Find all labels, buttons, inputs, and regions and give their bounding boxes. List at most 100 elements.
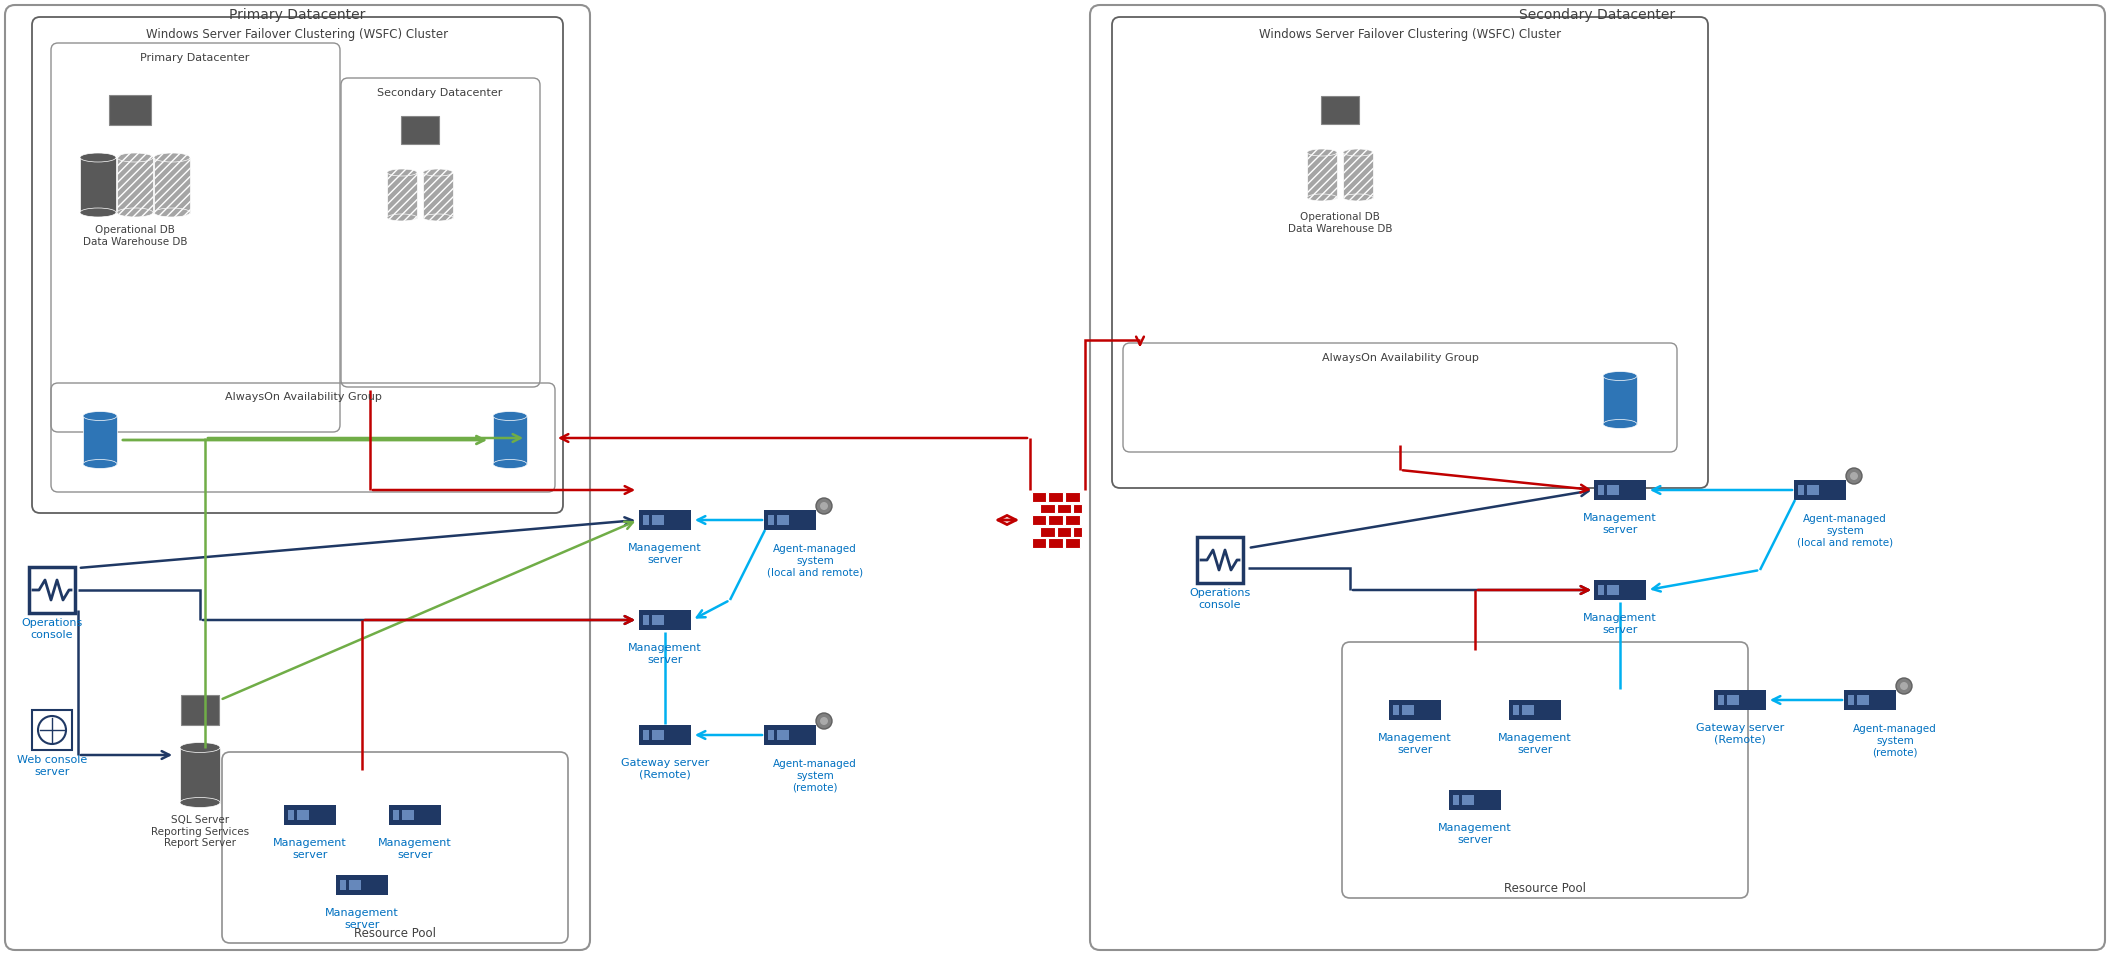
Text: Agent-managed
system
(local and remote): Agent-managed system (local and remote) (767, 544, 863, 578)
Bar (1727, 695, 1740, 705)
Bar (116, 157, 152, 213)
Bar (336, 875, 389, 895)
Text: Gateway server
(Remote): Gateway server (Remote) (622, 758, 708, 780)
Bar (1040, 504, 1055, 513)
Text: Resource Pool: Resource Pool (1503, 882, 1586, 895)
Bar (763, 510, 816, 530)
Bar (1463, 795, 1473, 805)
Ellipse shape (116, 153, 152, 162)
Bar (651, 730, 664, 740)
Bar (1032, 538, 1046, 548)
Ellipse shape (82, 460, 116, 468)
Bar (1719, 695, 1725, 705)
Text: Operational DB
Data Warehouse DB: Operational DB Data Warehouse DB (1287, 212, 1393, 234)
Bar (1848, 695, 1854, 705)
Bar (1843, 690, 1896, 710)
Ellipse shape (387, 214, 416, 221)
Bar (778, 730, 789, 740)
Text: Management
server: Management server (1378, 733, 1452, 755)
Bar (651, 515, 664, 525)
Bar (1799, 485, 1803, 495)
Bar (763, 725, 816, 745)
Bar (1049, 492, 1063, 502)
Ellipse shape (180, 797, 220, 808)
Ellipse shape (423, 214, 452, 221)
Bar (1065, 538, 1080, 548)
Bar (296, 810, 309, 820)
Text: Primary Datacenter: Primary Datacenter (140, 53, 249, 63)
Ellipse shape (493, 460, 526, 468)
Bar (638, 725, 691, 745)
Bar (1452, 795, 1459, 805)
Bar (180, 747, 220, 803)
Ellipse shape (1306, 194, 1336, 201)
Bar (767, 730, 774, 740)
Text: Operational DB
Data Warehouse DB: Operational DB Data Warehouse DB (82, 225, 188, 246)
Bar (1714, 690, 1765, 710)
Ellipse shape (423, 169, 452, 176)
Bar (643, 515, 649, 525)
Bar (402, 810, 414, 820)
Circle shape (1846, 468, 1862, 484)
Ellipse shape (1306, 149, 1336, 156)
Circle shape (1900, 682, 1909, 690)
Bar (80, 157, 116, 213)
Bar (778, 515, 789, 525)
Bar (1856, 695, 1869, 705)
Text: Operations
console: Operations console (1190, 588, 1251, 609)
Bar (1197, 537, 1243, 583)
Bar (1032, 492, 1046, 502)
Bar (1448, 790, 1501, 810)
Bar (1049, 538, 1063, 548)
Ellipse shape (116, 208, 152, 217)
Ellipse shape (154, 153, 190, 162)
Bar (1306, 152, 1336, 197)
Bar (32, 710, 72, 750)
Bar (1321, 96, 1359, 124)
Bar (1389, 700, 1442, 720)
Bar (651, 615, 664, 625)
Bar (340, 880, 347, 890)
Text: Secondary Datacenter: Secondary Datacenter (1520, 8, 1674, 22)
Text: Management
server: Management server (1583, 613, 1657, 634)
Bar (82, 416, 116, 464)
Text: Management
server: Management server (1583, 513, 1657, 535)
Ellipse shape (387, 169, 416, 176)
Bar (182, 695, 220, 725)
Bar (1342, 152, 1372, 197)
Bar (1074, 504, 1082, 513)
Bar (1393, 705, 1399, 715)
Bar (493, 416, 526, 464)
Text: Management
server: Management server (273, 838, 347, 859)
Bar (643, 730, 649, 740)
Bar (1065, 492, 1080, 502)
Bar (387, 172, 416, 217)
Text: Web console
server: Web console server (17, 755, 87, 777)
Ellipse shape (1602, 420, 1636, 428)
Text: Management
server: Management server (1438, 823, 1512, 845)
Ellipse shape (1602, 372, 1636, 380)
Bar (1402, 705, 1414, 715)
Circle shape (820, 502, 829, 510)
Text: Agent-managed
system
(local and remote): Agent-managed system (local and remote) (1797, 514, 1892, 547)
Bar (1514, 705, 1520, 715)
Text: Management
server: Management server (628, 543, 702, 564)
Bar (110, 95, 150, 125)
Text: Management
server: Management server (628, 643, 702, 665)
Bar (1509, 700, 1560, 720)
Bar (1598, 585, 1605, 595)
Bar (1040, 527, 1055, 536)
Ellipse shape (154, 208, 190, 217)
Text: AlwaysOn Availability Group: AlwaysOn Availability Group (1321, 353, 1478, 363)
Circle shape (816, 713, 833, 729)
Bar (1049, 515, 1063, 525)
Bar (1522, 705, 1535, 715)
Bar (393, 810, 400, 820)
Bar (1607, 585, 1619, 595)
Ellipse shape (180, 742, 220, 752)
Circle shape (1850, 472, 1858, 480)
Text: Management
server: Management server (1499, 733, 1573, 755)
Bar (1074, 527, 1082, 536)
Bar (1594, 480, 1647, 500)
Bar (1057, 527, 1072, 536)
